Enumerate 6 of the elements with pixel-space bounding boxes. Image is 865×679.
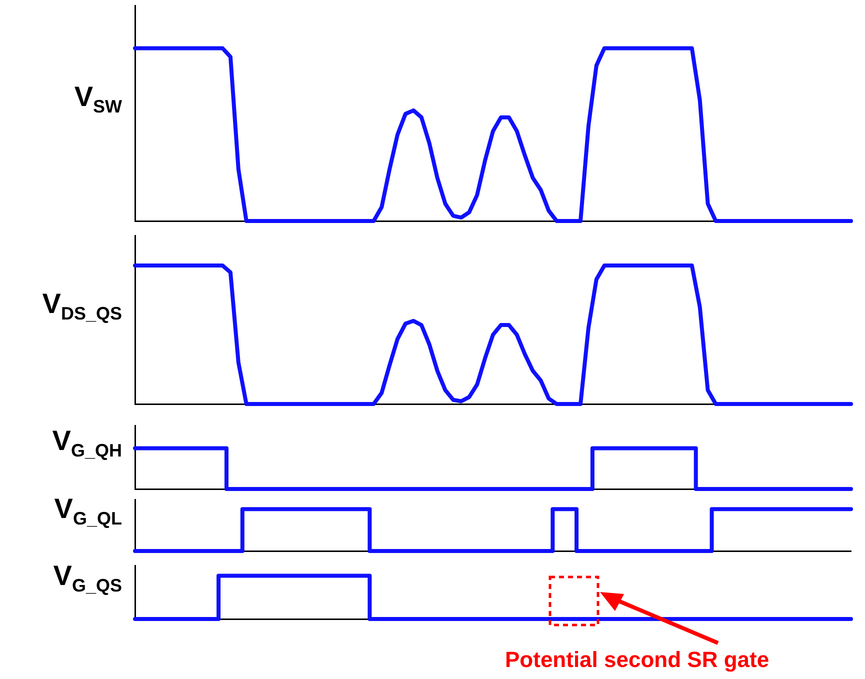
y-axis-title: V$_{DS_QS}$ bbox=[41, 288, 122, 326]
y-axis-title: V$_{G_QS}$ bbox=[52, 560, 122, 598]
text: Potential second SR gate bbox=[505, 647, 770, 673]
y-axis-title: V$_{G_QL}$ bbox=[53, 493, 122, 531]
y-axis-title: V$_{G_QH}$ bbox=[51, 425, 122, 463]
y-axis-title: V$_{SW}$ bbox=[73, 81, 122, 119]
